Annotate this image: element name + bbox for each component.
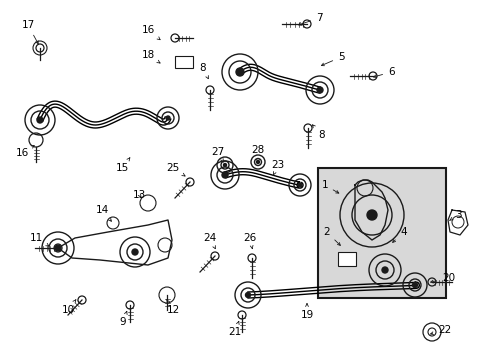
Circle shape [366,210,376,220]
Text: 9: 9 [120,311,127,327]
Text: 13: 13 [133,190,146,200]
Text: 10: 10 [61,300,76,315]
Circle shape [412,283,417,288]
Text: 18: 18 [141,50,160,63]
Text: 23: 23 [271,160,284,175]
Text: 16: 16 [141,25,160,40]
Text: 24: 24 [203,233,216,249]
Text: 4: 4 [392,227,406,242]
Text: 15: 15 [115,158,130,173]
Polygon shape [58,220,172,265]
Text: 20: 20 [430,273,454,283]
Circle shape [316,87,323,93]
Text: 28: 28 [251,145,264,162]
Circle shape [132,249,138,255]
Text: 25: 25 [166,163,184,176]
Bar [175,56,193,68]
Circle shape [236,68,244,76]
Polygon shape [447,210,467,235]
Text: 7: 7 [298,13,322,25]
Circle shape [297,183,302,187]
Circle shape [222,172,227,178]
Bar [337,252,355,266]
Text: 2: 2 [323,227,340,246]
Text: 8: 8 [312,125,324,140]
Bar [317,168,445,298]
Text: 6: 6 [373,67,394,77]
Text: 12: 12 [166,300,179,315]
Text: 22: 22 [430,325,450,335]
Text: 11: 11 [29,233,49,246]
Text: 16: 16 [15,145,34,158]
Text: 19: 19 [300,304,313,320]
Text: 14: 14 [95,205,111,221]
Circle shape [165,116,170,120]
Circle shape [381,267,387,273]
Text: 3: 3 [449,210,461,220]
Circle shape [245,292,250,297]
Text: 8: 8 [199,63,208,79]
Circle shape [37,117,43,123]
Text: 27: 27 [211,147,224,162]
Text: 26: 26 [243,233,256,249]
Text: 1: 1 [321,180,338,193]
Text: 21: 21 [228,321,241,337]
Circle shape [256,161,259,163]
Text: 17: 17 [21,20,38,44]
Circle shape [223,163,226,166]
Circle shape [55,245,61,251]
Text: 5: 5 [321,52,344,66]
